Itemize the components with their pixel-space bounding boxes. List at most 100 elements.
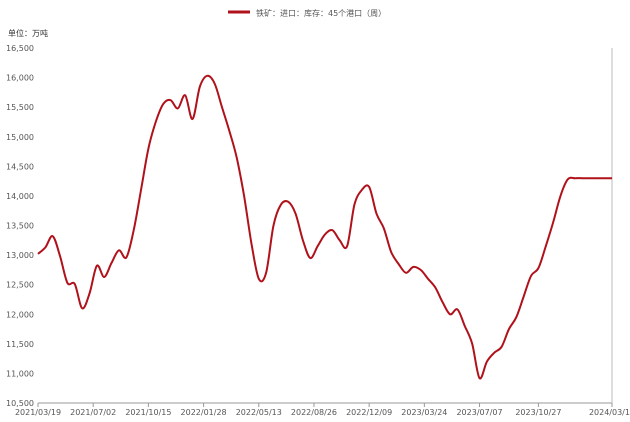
data-point[interactable] <box>404 271 408 275</box>
data-point[interactable] <box>154 120 158 124</box>
data-point[interactable] <box>566 177 570 181</box>
data-point[interactable] <box>235 156 239 160</box>
data-point[interactable] <box>345 244 349 248</box>
data-point[interactable] <box>367 185 371 189</box>
data-point[interactable] <box>360 188 364 192</box>
data-point[interactable] <box>124 256 128 260</box>
x-tick-label: 2022/05/13 <box>236 408 282 417</box>
data-point[interactable] <box>279 203 283 207</box>
data-point[interactable] <box>522 295 526 299</box>
data-point[interactable] <box>308 256 312 260</box>
x-tick-label: 2023/03/24 <box>401 408 447 417</box>
data-point[interactable] <box>257 277 261 281</box>
y-tick-label: 13,500 <box>6 222 34 231</box>
legend-label: 铁矿：进口：库存：45个港口（周） <box>256 8 386 18</box>
data-point[interactable] <box>514 315 518 319</box>
data-point[interactable] <box>536 266 540 270</box>
data-point[interactable] <box>161 102 165 106</box>
data-point[interactable] <box>397 262 401 266</box>
data-point[interactable] <box>73 282 77 286</box>
data-point[interactable] <box>43 245 47 249</box>
data-point[interactable] <box>330 228 334 232</box>
data-point[interactable] <box>441 300 445 304</box>
data-point[interactable] <box>227 129 231 133</box>
data-point[interactable] <box>220 105 224 109</box>
data-point[interactable] <box>146 147 150 151</box>
data-point[interactable] <box>470 342 474 346</box>
data-point[interactable] <box>529 274 533 278</box>
data-point[interactable] <box>581 176 585 180</box>
data-point[interactable] <box>375 212 379 216</box>
data-point[interactable] <box>191 117 195 121</box>
data-point[interactable] <box>559 194 563 198</box>
data-point[interactable] <box>272 224 276 228</box>
data-point[interactable] <box>352 203 356 207</box>
data-point[interactable] <box>544 244 548 248</box>
y-tick-label: 14,000 <box>6 192 34 201</box>
data-point[interactable] <box>286 200 290 204</box>
series-line[interactable] <box>37 74 612 380</box>
data-point[interactable] <box>500 345 504 349</box>
data-point[interactable] <box>433 286 437 290</box>
legend[interactable]: 铁矿：进口：库存：45个港口（周） <box>228 8 386 18</box>
data-point[interactable] <box>411 265 415 269</box>
data-point[interactable] <box>205 74 209 78</box>
y-tick-label: 15,000 <box>6 133 34 142</box>
data-point[interactable] <box>110 261 114 265</box>
data-point[interactable] <box>213 82 217 86</box>
data-point[interactable] <box>264 271 268 275</box>
data-point[interactable] <box>478 376 482 380</box>
data-point[interactable] <box>102 275 106 279</box>
data-point[interactable] <box>382 227 386 231</box>
x-tick-label: 2022/12/09 <box>346 408 392 417</box>
data-point[interactable] <box>492 351 496 355</box>
data-point[interactable] <box>65 281 69 285</box>
y-tick-label: 16,500 <box>6 44 34 53</box>
data-point[interactable] <box>139 188 143 192</box>
data-point[interactable] <box>338 238 342 242</box>
data-point[interactable] <box>301 238 305 242</box>
data-point[interactable] <box>603 176 607 180</box>
data-point[interactable] <box>610 176 614 180</box>
y-axis: 10,500 11,000 11,500 12,000 12,500 13,000 13,5… <box>6 44 34 408</box>
data-point[interactable] <box>507 327 511 331</box>
data-point[interactable] <box>169 98 173 102</box>
data-point[interactable] <box>573 176 577 180</box>
y-tick-label: 15,500 <box>6 103 34 112</box>
x-tick-label: 2022/01/28 <box>181 408 227 417</box>
data-point[interactable] <box>463 324 467 328</box>
data-point[interactable] <box>176 106 180 110</box>
data-point[interactable] <box>551 221 555 225</box>
data-point[interactable] <box>88 292 92 296</box>
data-point[interactable] <box>198 85 202 89</box>
data-point[interactable] <box>456 308 460 312</box>
data-point[interactable] <box>132 228 136 232</box>
data-point[interactable] <box>117 248 121 252</box>
data-point[interactable] <box>595 176 599 180</box>
data-point[interactable] <box>448 312 452 316</box>
x-tick-label: 2021/10/15 <box>125 408 171 417</box>
data-point[interactable] <box>58 254 62 258</box>
data-point[interactable] <box>36 252 40 256</box>
data-point[interactable] <box>294 212 298 216</box>
data-point[interactable] <box>249 241 253 245</box>
y-tick-label: 11,000 <box>6 369 34 378</box>
x-tick-label: 2023/07/07 <box>456 408 502 417</box>
data-point[interactable] <box>588 176 592 180</box>
data-point[interactable] <box>316 244 320 248</box>
y-tick-label: 13,000 <box>6 251 34 260</box>
data-point[interactable] <box>183 93 187 97</box>
data-point[interactable] <box>51 234 55 238</box>
data-point[interactable] <box>323 232 327 236</box>
data-point[interactable] <box>242 194 246 198</box>
data-point[interactable] <box>389 250 393 254</box>
data-point[interactable] <box>426 277 430 281</box>
y-tick-label: 16,000 <box>6 74 34 83</box>
data-point[interactable] <box>485 360 489 364</box>
data-point[interactable] <box>80 306 84 310</box>
data-point[interactable] <box>95 264 99 268</box>
data-point[interactable] <box>419 268 423 272</box>
x-tick-label: 2023/10/27 <box>515 408 561 417</box>
y-tick-label: 12,000 <box>6 310 34 319</box>
x-tick-label: 2022/08/26 <box>291 408 337 417</box>
